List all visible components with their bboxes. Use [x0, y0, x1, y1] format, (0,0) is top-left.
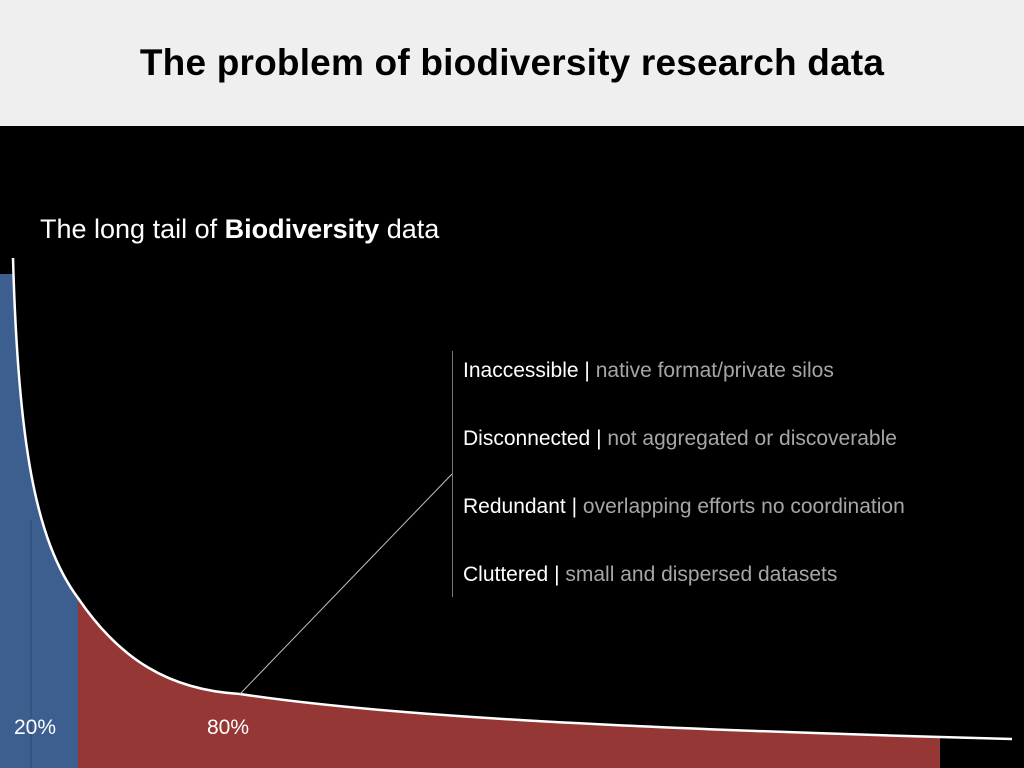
subtitle-emphasis: Biodiversity [224, 214, 380, 244]
problem-list: Inaccessible | native format/private sil… [452, 351, 905, 597]
tail-region [78, 598, 940, 768]
problem-description: not aggregated or discoverable [607, 427, 897, 450]
problem-separator: | [554, 563, 560, 586]
problem-item-redundant: Redundant | overlapping efforts no coord… [463, 487, 905, 555]
problem-term: Disconnected [463, 427, 591, 450]
problem-separator: | [584, 359, 590, 382]
tail-percent-label: 80% [207, 716, 250, 739]
callout-line [239, 473, 453, 695]
title-bar: The problem of biodiversity research dat… [0, 0, 1024, 126]
diagram-subtitle: The long tail of Biodiversity data [40, 214, 439, 245]
head-percent-label: 20% [14, 716, 57, 739]
problem-description: small and dispersed datasets [565, 563, 838, 586]
subtitle-prefix: The long tail of [40, 214, 225, 244]
problem-term: Redundant [463, 495, 566, 518]
subtitle-suffix: data [379, 214, 440, 244]
problem-separator: | [596, 427, 602, 450]
head-region [0, 274, 78, 768]
problem-description: native format/private silos [595, 359, 834, 382]
problem-item-cluttered: Cluttered | small and dispersed datasets [463, 555, 905, 623]
long-tail-curve [11, 257, 1013, 741]
problem-separator: | [571, 495, 578, 518]
problem-term: Cluttered [463, 563, 549, 586]
slide-title: The problem of biodiversity research dat… [139, 42, 885, 83]
problem-term: Inaccessible [463, 359, 579, 382]
problem-description: overlapping efforts no coordination [582, 495, 905, 518]
problem-item-inaccessible: Inaccessible | native format/private sil… [463, 351, 905, 419]
problem-item-disconnected: Disconnected | not aggregated or discove… [463, 419, 905, 487]
